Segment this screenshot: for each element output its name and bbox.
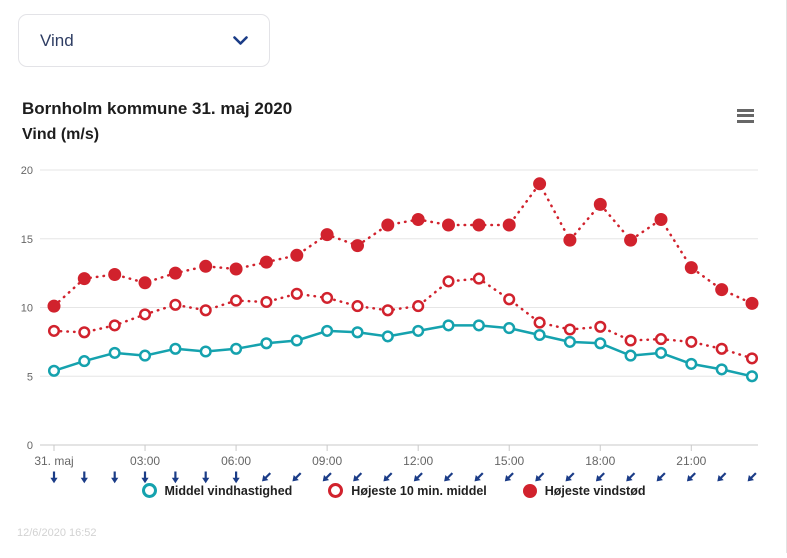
svg-text:21:00: 21:00 [676, 454, 706, 468]
svg-text:18:00: 18:00 [585, 454, 615, 468]
legend-marker-teal-open-circle [141, 483, 157, 498]
legend-label: Middel vindhastighed [164, 483, 293, 498]
chart-legend: Middel vindhastighed Højeste 10 min. mid… [0, 483, 787, 498]
legend-label: Højeste vindstød [544, 483, 646, 498]
series-h-jeste-vindst-d [47, 177, 759, 313]
x-axis: 31. maj 03:00 06:00 09:00 12:00 15:00 18:00 21:… [34, 445, 707, 468]
svg-text:15:00: 15:00 [494, 454, 524, 468]
legend-item-hojeste-10-min-middel[interactable]: Højeste 10 min. middel [328, 483, 487, 498]
hamburger-icon [737, 108, 757, 123]
svg-text:5: 5 [27, 371, 33, 383]
wind-direction-arrows [50, 471, 757, 484]
vind-dropdown-label: Vind [40, 30, 74, 50]
svg-text:31. maj: 31. maj [34, 454, 73, 468]
chevron-down-icon [233, 35, 248, 45]
svg-text:15: 15 [21, 234, 33, 246]
svg-text:03:00: 03:00 [130, 454, 160, 468]
y-axis-grid: 0 5 10 15 20 [21, 165, 758, 452]
chart-title: Bornholm kommune 31. maj 2020 [22, 99, 293, 118]
svg-text:10: 10 [21, 303, 33, 315]
chart-context-menu-button[interactable] [733, 102, 761, 128]
legend-item-middel-vindhastighed[interactable]: Middel vindhastighed [141, 483, 293, 498]
svg-text:12:00: 12:00 [403, 454, 433, 468]
svg-text:06:00: 06:00 [221, 454, 251, 468]
vind-dropdown[interactable]: Vind [18, 14, 270, 67]
svg-text:09:00: 09:00 [312, 454, 342, 468]
legend-marker-red-filled-circle [522, 483, 537, 498]
series-middel-vindhastighed [47, 319, 759, 383]
legend-marker-red-open-circle [328, 483, 344, 498]
svg-text:20: 20 [21, 165, 33, 177]
series-h-jeste-10-min-middel [47, 272, 759, 365]
legend-label: Højeste 10 min. middel [351, 483, 487, 498]
legend-item-hojeste-vindstod[interactable]: Højeste vindstød [522, 483, 646, 498]
generated-timestamp: 12/6/2020 16:52 [17, 527, 97, 539]
svg-text:0: 0 [27, 440, 33, 452]
chart-subtitle: Vind (m/s) [22, 126, 100, 143]
